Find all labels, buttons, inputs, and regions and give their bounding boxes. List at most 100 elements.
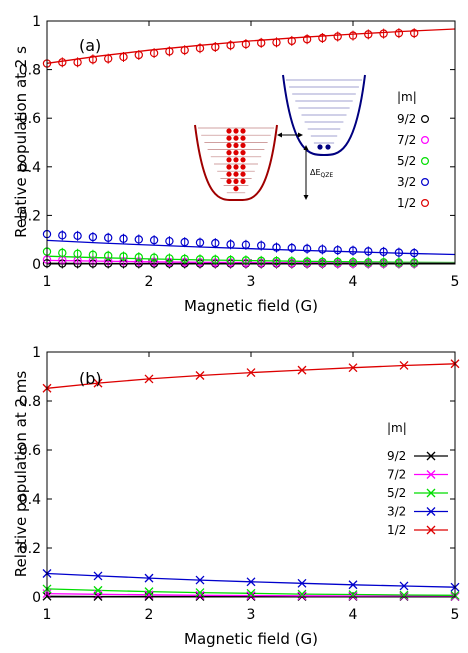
- marker-7-2-6: [348, 591, 358, 601]
- point-3-2-17: [302, 243, 312, 254]
- point-3-2-5: [119, 233, 128, 244]
- marker-3-2-3: [195, 575, 205, 585]
- panel-a-x-tick-label-1: 2: [145, 274, 154, 290]
- left-atom-24: [233, 186, 239, 192]
- inset-schematic: ΔEQZE: [194, 74, 366, 202]
- panel-b-y-tick-label-2: 0.4: [19, 492, 41, 508]
- point-1-2-13: [241, 39, 251, 50]
- point-1-2-20: [348, 30, 358, 41]
- marker-3-2-2: [144, 573, 154, 583]
- point-1-2-12: [226, 40, 235, 51]
- panel-b-x-tick-labels: 1 2 3 4 5: [43, 607, 460, 623]
- point-1-2-14: [257, 37, 266, 48]
- panel-a-y-tick-labels: 0 0.2 0.4 0.6 0.8 1: [19, 14, 41, 273]
- panel-a-legend-label-7-2: 7/2: [397, 133, 416, 147]
- panel-a-legend: |m| 9/2 7/2 5/2 3/2 1/2: [397, 90, 430, 210]
- point-1-2-7: [149, 48, 159, 59]
- marker-5-2-4: [246, 588, 256, 598]
- left-well-levels: [198, 127, 274, 194]
- left-well-atoms: [226, 128, 246, 192]
- point-1-2-15: [272, 37, 281, 48]
- panel-a-legend-marker-9-2: [421, 114, 430, 123]
- panel-b-label: (b): [79, 369, 102, 388]
- panel-a-fit-lines: [46, 28, 456, 265]
- panel-b-y-tick-labels: 0 0.2 0.4 0.6 0.8 1: [19, 345, 41, 606]
- coupling-arrowhead-right: [298, 132, 303, 138]
- left-atom-22: [233, 178, 239, 184]
- panel-a-x-tick-labels: 1 2 3 4 5: [43, 274, 460, 290]
- panel-b-x-tick-label-1: 2: [145, 607, 154, 623]
- right-well-atoms: [317, 144, 331, 150]
- panel-a-legend-label-5-2: 5/2: [397, 154, 416, 168]
- series-3-2-markers: [42, 569, 460, 592]
- point-3-2-14: [257, 240, 266, 251]
- panel-b-y-tick-label-3: 0.6: [19, 443, 41, 459]
- left-atom-11: [240, 150, 246, 156]
- point-5-2-10: [195, 254, 205, 265]
- panel-a: 1 2 3 4 5 0 0.2 0.4 0.6 0.8 1 ΔEQZE (a) Magnetic …: [12, 14, 459, 315]
- point-5-2-24: [410, 257, 419, 268]
- panel-b-legend-title: |m|: [387, 421, 407, 435]
- point-1-2-9: [180, 45, 189, 56]
- panel-b-x-tick-label-0: 1: [43, 607, 52, 623]
- marker-3-2-5: [297, 578, 307, 588]
- point-5-2-1: [58, 247, 67, 258]
- left-potential-well: [194, 124, 278, 202]
- point-1-2-11: [211, 42, 220, 53]
- point-5-2-8: [165, 253, 174, 264]
- series-3-2-points: [42, 229, 419, 259]
- point-5-2-5: [119, 251, 128, 262]
- left-atom-0: [226, 128, 232, 134]
- panel-b-legend-label-9-2: 9/2: [387, 449, 406, 463]
- point-5-2-20: [348, 257, 358, 268]
- point-5-2-6: [134, 252, 143, 263]
- left-atom-17: [240, 164, 246, 170]
- point-5-2-2: [73, 248, 82, 259]
- point-1-2-5: [119, 51, 128, 62]
- energy-gap-label: ΔEQZE: [310, 168, 333, 179]
- left-atom-16: [233, 164, 239, 170]
- panel-b-y-tick-label-4: 0.8: [19, 394, 41, 410]
- panel-b-legend-marker-5-2: [426, 488, 436, 498]
- panel-a-data-points: [42, 28, 419, 269]
- energy-gap-symbol: ΔE: [310, 168, 321, 177]
- panel-a-y-tick-label-4: 0.8: [19, 63, 41, 79]
- panel-b-legend-marker-9-2: [426, 451, 436, 461]
- right-atom-1: [325, 144, 331, 150]
- panel-b-x-axis-label: Magnetic field (G): [184, 630, 318, 648]
- panel-b-legend-items: 9/2 7/2 5/2 3/2 1/2: [387, 449, 448, 537]
- point-1-2-3: [88, 54, 98, 65]
- left-atom-20: [240, 171, 246, 177]
- point-3-2-15: [272, 242, 281, 253]
- marker-7-2-7: [399, 591, 409, 601]
- left-atom-23: [240, 178, 246, 184]
- point-1-2-18: [318, 33, 327, 44]
- panel-b-y-tick-label-1: 0.2: [19, 541, 41, 557]
- marker-7-2-4: [246, 591, 256, 600]
- point-5-2-22: [379, 257, 388, 268]
- left-atom-12: [226, 157, 232, 163]
- panel-a-legend-marker-3-2: [421, 178, 430, 187]
- panel-a-label: (a): [79, 36, 101, 55]
- panel-b-legend-label-1-2: 1/2: [387, 523, 406, 537]
- panel-a-legend-marker-7-2: [421, 136, 430, 145]
- point-1-2-17: [302, 34, 312, 45]
- series-1-2-markers: [42, 359, 460, 393]
- panel-a-x-axis-label: Magnetic field (G): [184, 297, 318, 315]
- series-line-1-2: [46, 363, 456, 389]
- panel-a-y-tick-label-1: 0.2: [19, 208, 41, 224]
- left-atom-1: [233, 128, 239, 134]
- point-3-2-21: [364, 246, 373, 257]
- left-atom-7: [233, 142, 239, 148]
- point-3-2-23: [394, 247, 404, 258]
- point-1-2-19: [333, 31, 342, 42]
- panel-a-y-tick-label-0: 0: [32, 257, 41, 273]
- point-5-2-17: [302, 256, 312, 267]
- panel-a-y-tick-label-3: 0.6: [19, 111, 41, 127]
- right-well-levels: [286, 79, 362, 144]
- point-1-2-23: [394, 28, 404, 39]
- point-3-2-22: [379, 246, 388, 257]
- point-5-2-4: [103, 250, 113, 261]
- point-3-2-7: [149, 235, 159, 246]
